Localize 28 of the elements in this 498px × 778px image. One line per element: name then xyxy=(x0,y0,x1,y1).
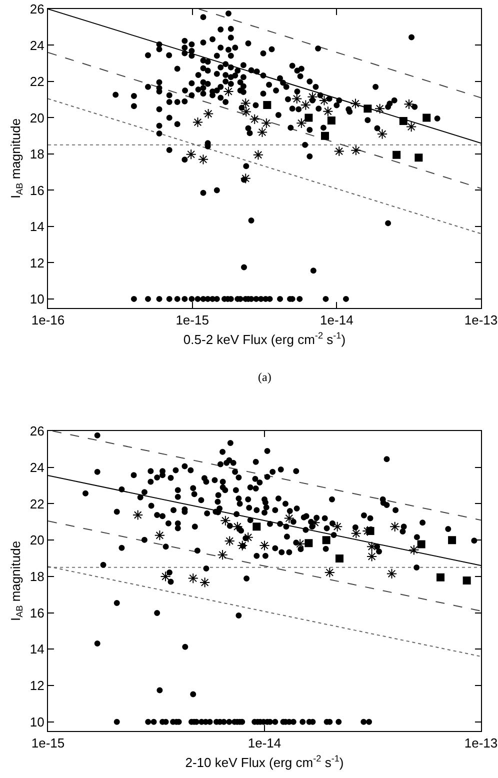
y-tick-label: 12 xyxy=(30,255,44,270)
y-tick-label: 22 xyxy=(30,74,44,90)
x-tick-label: 1e-14 xyxy=(248,736,282,751)
x-tick-label: 1e-13 xyxy=(464,312,498,328)
x-tick-label: 1e-14 xyxy=(320,312,354,328)
y-tick-label: 12 xyxy=(30,678,44,694)
y-tick-label: 26 xyxy=(30,2,44,17)
x-tick-label: 1e-15 xyxy=(31,736,65,751)
y-tick-label: 16 xyxy=(30,182,44,198)
y-tick-label: 18 xyxy=(30,569,44,584)
y-tick-label: 16 xyxy=(30,605,44,620)
y-tick-label: 20 xyxy=(30,110,44,126)
y-tick-label: 14 xyxy=(30,642,44,657)
text: (a) xyxy=(258,370,272,384)
y-tick-label: 14 xyxy=(30,219,44,234)
x-tick-label: 1e-13 xyxy=(464,736,498,751)
y-tick-label: 18 xyxy=(30,146,44,162)
y-tick-label: 24 xyxy=(30,38,44,53)
y-tick-label: 22 xyxy=(30,496,44,512)
x-tick-label: 1e-16 xyxy=(31,312,65,328)
x-axis-title: 2-10 keV Flux (erg cm$^{-2}$ s$^{-1}$) xyxy=(185,754,344,770)
x-tick-label: 1e-15 xyxy=(176,312,209,328)
y-tick-label: 20 xyxy=(30,532,44,548)
x-axis-title: 0.5-2 keV Flux (erg cm$^{-2}$ s$^{-1}$) xyxy=(183,330,346,348)
y-tick-label: 10 xyxy=(30,714,44,730)
y-tick-label: 26 xyxy=(30,424,44,439)
y-tick-label: 10 xyxy=(30,291,44,306)
y-tick-label: 24 xyxy=(30,460,44,475)
